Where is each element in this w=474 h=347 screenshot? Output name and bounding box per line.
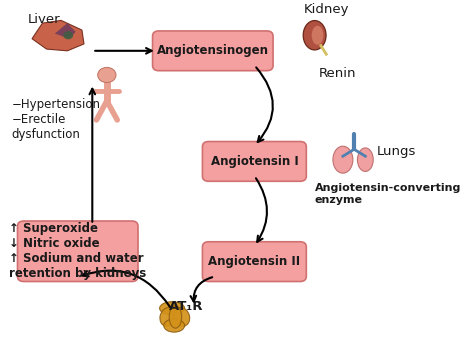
Text: Angiotensin-converting
enzyme: Angiotensin-converting enzyme <box>315 184 461 205</box>
Text: AT₁R: AT₁R <box>169 300 204 313</box>
Text: Lungs: Lungs <box>377 145 416 158</box>
Text: Kidney: Kidney <box>304 3 350 16</box>
Ellipse shape <box>164 319 184 332</box>
Ellipse shape <box>312 26 323 45</box>
Text: Angiotensinogen: Angiotensinogen <box>157 44 269 57</box>
Ellipse shape <box>160 307 176 327</box>
FancyBboxPatch shape <box>153 31 273 71</box>
Ellipse shape <box>333 146 353 173</box>
Ellipse shape <box>303 20 326 50</box>
Polygon shape <box>55 23 76 39</box>
Polygon shape <box>32 20 84 51</box>
FancyBboxPatch shape <box>18 221 138 281</box>
Text: ↑ Superoxide
↓ Nitric oxide
↑ Sodium and water
retention by kidneys: ↑ Superoxide ↓ Nitric oxide ↑ Sodium and… <box>9 222 146 280</box>
Text: Renin: Renin <box>319 67 356 80</box>
Text: Liver: Liver <box>28 13 61 26</box>
Text: Angiotensin I: Angiotensin I <box>210 155 298 168</box>
Ellipse shape <box>169 306 182 328</box>
Ellipse shape <box>173 307 190 327</box>
Ellipse shape <box>357 148 373 171</box>
Ellipse shape <box>160 302 184 315</box>
Circle shape <box>98 67 116 83</box>
FancyBboxPatch shape <box>202 142 306 181</box>
Circle shape <box>63 31 73 40</box>
FancyBboxPatch shape <box>202 242 306 281</box>
Text: −Hypertension
−Erectile
dysfunction: −Hypertension −Erectile dysfunction <box>11 99 100 142</box>
Text: Angiotensin II: Angiotensin II <box>208 255 301 268</box>
